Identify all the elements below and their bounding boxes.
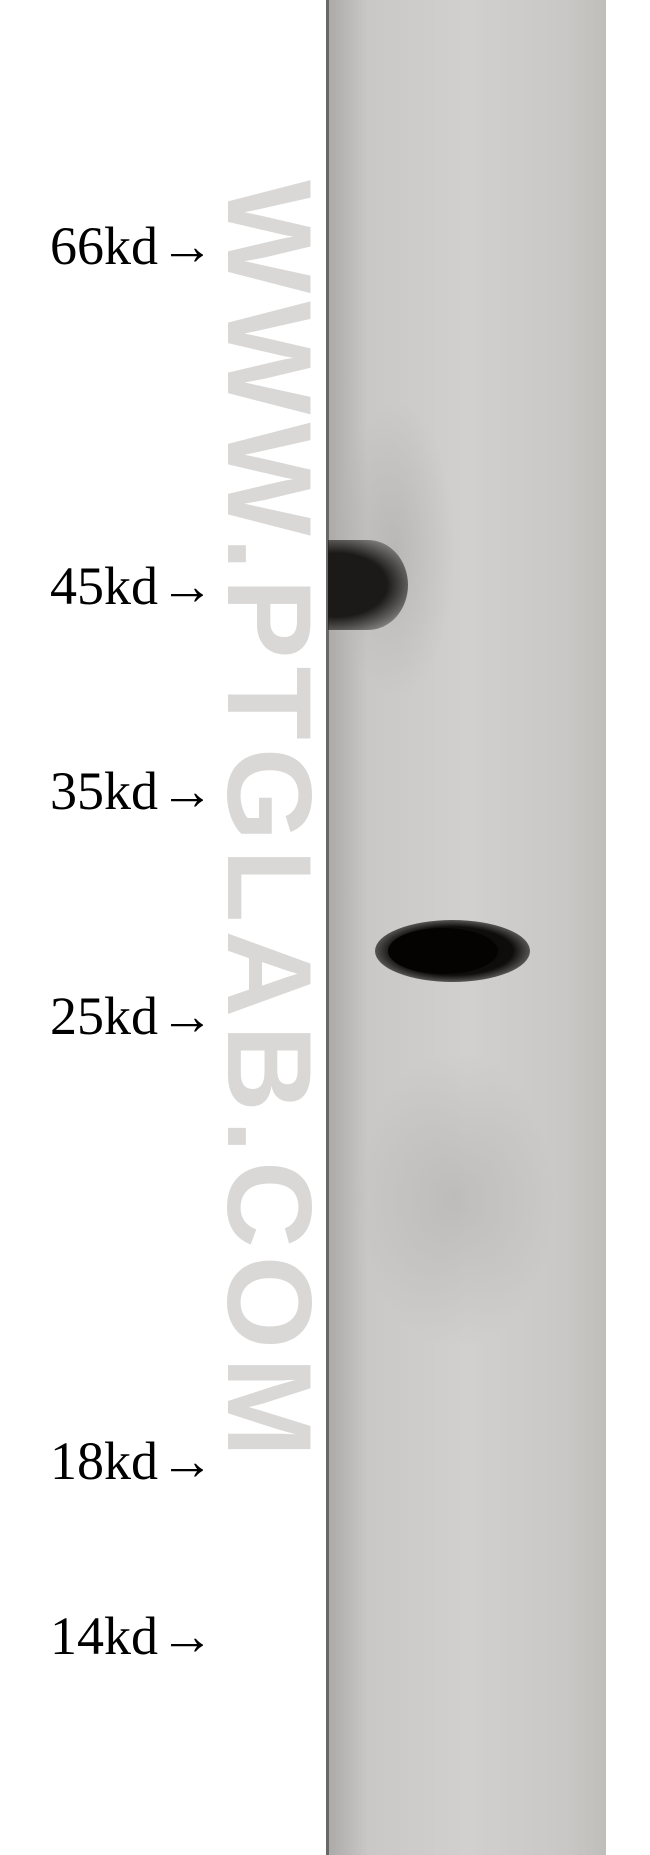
- lane-smudge: [356, 1050, 556, 1350]
- arrow-icon: →: [160, 215, 214, 277]
- marker-14kd: 14kd→: [50, 1605, 214, 1667]
- band-45kd-edge: [328, 540, 408, 630]
- marker-18kd: 18kd→: [50, 1430, 214, 1492]
- lane-left-border: [326, 0, 329, 1855]
- marker-label-text: 14kd: [50, 1606, 158, 1666]
- marker-label-text: 35kd: [50, 761, 158, 821]
- arrow-icon: →: [160, 1605, 214, 1667]
- marker-66kd: 66kd→: [50, 215, 214, 277]
- watermark-text: WWW.PTGLAB.COM: [200, 180, 338, 1465]
- blot-container: WWW.PTGLAB.COM 66kd→ 45kd→ 35kd→ 25kd→ 1…: [0, 0, 650, 1855]
- arrow-icon: →: [160, 760, 214, 822]
- band-25kd-core: [388, 928, 498, 974]
- marker-label-text: 18kd: [50, 1431, 158, 1491]
- marker-label-text: 66kd: [50, 216, 158, 276]
- arrow-icon: →: [160, 985, 214, 1047]
- marker-25kd: 25kd→: [50, 985, 214, 1047]
- marker-label-text: 25kd: [50, 986, 158, 1046]
- marker-label-text: 45kd: [50, 556, 158, 616]
- arrow-icon: →: [160, 555, 214, 617]
- arrow-icon: →: [160, 1430, 214, 1492]
- marker-45kd: 45kd→: [50, 555, 214, 617]
- marker-35kd: 35kd→: [50, 760, 214, 822]
